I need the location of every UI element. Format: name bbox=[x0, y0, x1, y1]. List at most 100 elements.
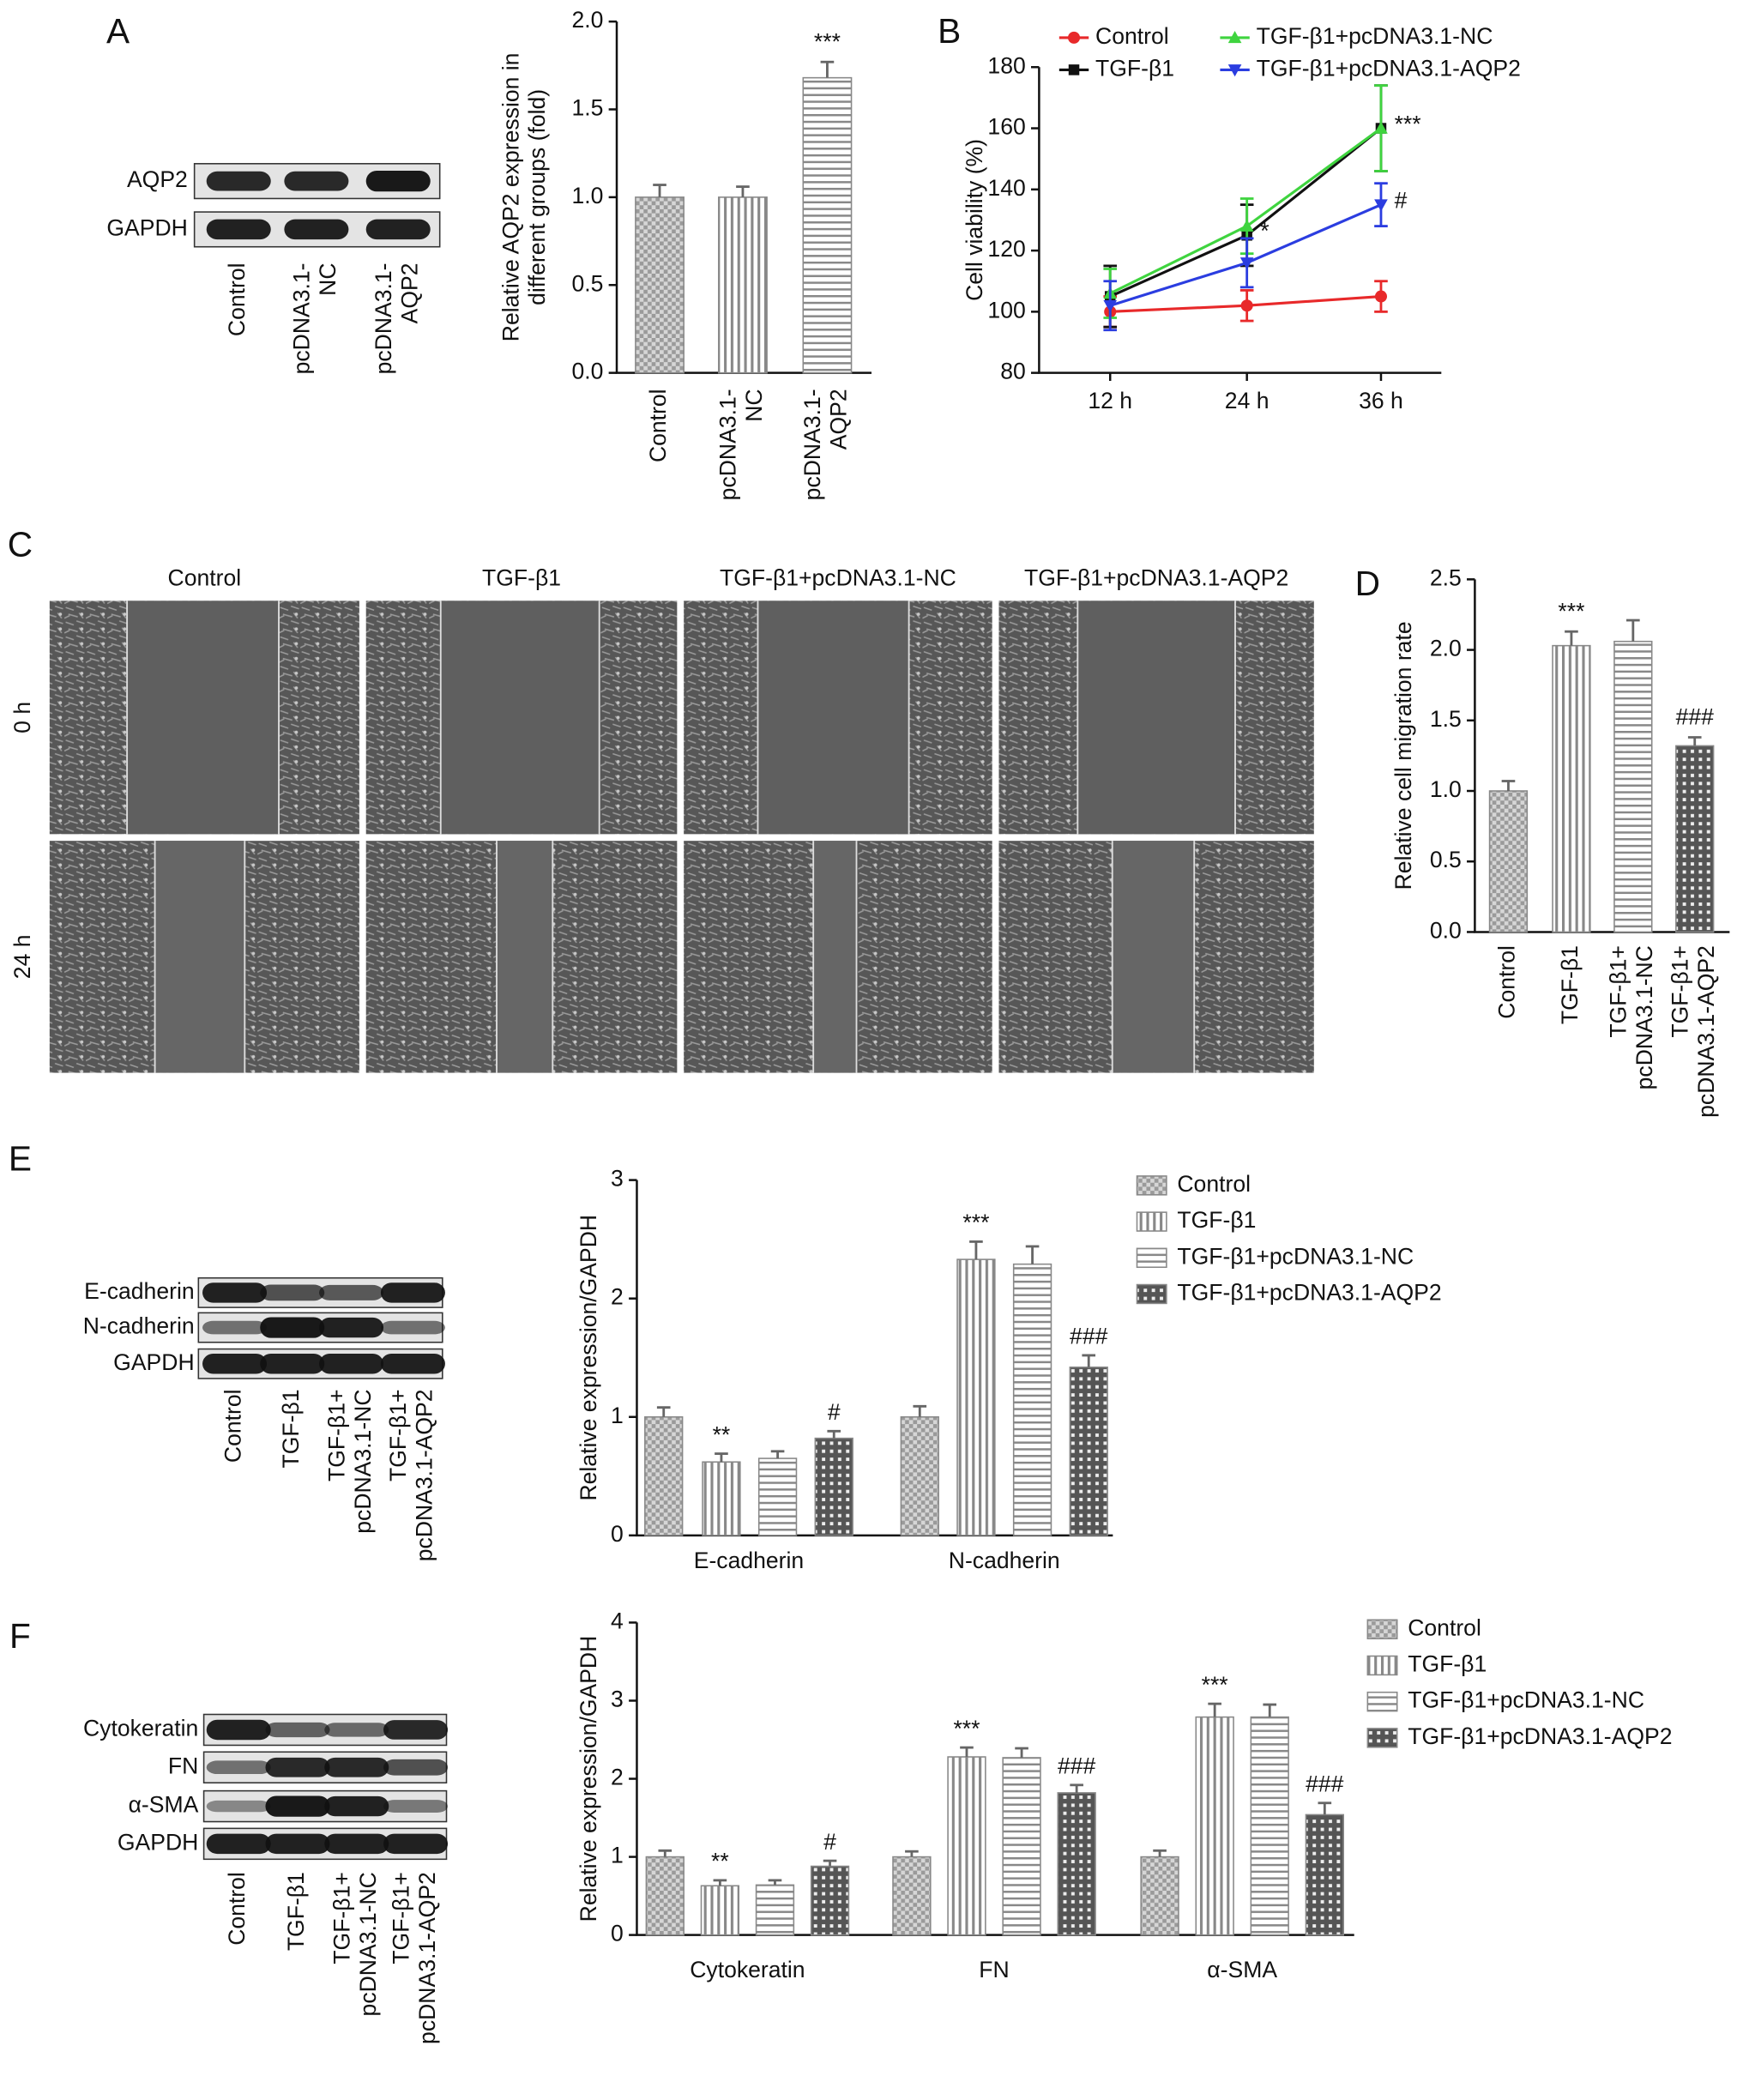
bar bbox=[956, 1258, 996, 1536]
point bbox=[1374, 290, 1388, 303]
error-bar bbox=[1687, 736, 1702, 746]
legend-label: Control bbox=[1408, 1614, 1481, 1640]
error-bar bbox=[768, 1879, 782, 1886]
blot-row-label: Cytokeratin bbox=[83, 1715, 198, 1741]
wound-gap bbox=[497, 841, 553, 1073]
significance-label: *** bbox=[953, 1716, 980, 1741]
bar bbox=[810, 1865, 850, 1936]
y-tick-label: 2 bbox=[611, 1765, 624, 1790]
bar bbox=[947, 1756, 986, 1936]
legend-label: TGF-β1+pcDNA3.1-NC bbox=[1177, 1243, 1414, 1269]
blot-lane-label: Control bbox=[224, 1872, 250, 1946]
error-bar bbox=[913, 1404, 927, 1417]
error-bar bbox=[1082, 1354, 1096, 1367]
blot-lane-label: TGF-β1 bbox=[278, 1389, 304, 1468]
legend-label: TGF-β1 bbox=[1408, 1650, 1487, 1676]
point bbox=[1239, 257, 1254, 270]
bar bbox=[757, 1457, 798, 1536]
error-bar bbox=[823, 1859, 837, 1867]
x-tick-label: Control bbox=[1493, 945, 1519, 1019]
significance-label: *** bbox=[1202, 1672, 1228, 1698]
y-tick-label: 0 bbox=[611, 1521, 624, 1547]
y-tick-label: 2.0 bbox=[571, 7, 603, 33]
legend-label: TGF-β1 bbox=[1177, 1207, 1256, 1233]
blot-lane-label: pcDNA3.1-AQP2 bbox=[371, 262, 423, 374]
panel-letter: B bbox=[938, 11, 961, 51]
y-tick-label: 2 bbox=[611, 1284, 624, 1310]
legend-label: TGF-β1 bbox=[1095, 55, 1174, 81]
line bbox=[1109, 127, 1382, 295]
error-bar bbox=[905, 1850, 919, 1857]
blot-band bbox=[265, 1722, 330, 1738]
wound-gap bbox=[813, 841, 857, 1073]
significance-label: * bbox=[1260, 218, 1269, 244]
blot-band bbox=[206, 219, 271, 240]
legend-label: TGF-β1+pcDNA3.1-AQP2 bbox=[1257, 55, 1521, 81]
blot-band bbox=[206, 1719, 271, 1741]
bar bbox=[1613, 640, 1653, 933]
error-bar bbox=[960, 1746, 974, 1758]
y-axis-label: Cell viability (%) bbox=[962, 139, 987, 301]
blot-row-label: E-cadherin bbox=[84, 1278, 194, 1304]
x-tick-label: 24 h bbox=[1225, 388, 1270, 413]
blot-row-label: GAPDH bbox=[106, 214, 187, 240]
y-tick-label: 3 bbox=[611, 1686, 624, 1711]
x-tick-label: TGF-β1+pcDNA3.1-NC bbox=[1606, 945, 1658, 1089]
legend-label: Control bbox=[1177, 1171, 1251, 1197]
x-tick-label: Cytokeratin bbox=[690, 1957, 805, 1982]
error-bar bbox=[713, 1879, 727, 1886]
x-tick-label: N-cadherin bbox=[949, 1548, 1060, 1573]
error-bar bbox=[827, 1429, 841, 1439]
legend-label: TGF-β1+pcDNA3.1-NC bbox=[1257, 23, 1493, 49]
blot-lane-label: Control bbox=[220, 1389, 246, 1463]
y-tick-label: 180 bbox=[987, 52, 1025, 78]
axis-line bbox=[636, 1622, 1354, 1936]
blot-band bbox=[206, 171, 271, 191]
y-tick-label: 1.0 bbox=[1430, 776, 1462, 802]
y-tick-label: 1.5 bbox=[1430, 706, 1462, 732]
blot-row-label: GAPDH bbox=[113, 1349, 194, 1375]
legend-marker bbox=[1068, 64, 1080, 75]
panels: A B C D E F AQP2 GAPDH Control pcDNA3.1-NC pcDNA3.… bbox=[8, 7, 1730, 2044]
bar bbox=[1195, 1716, 1234, 1936]
x-tick-label: 36 h bbox=[1359, 388, 1403, 413]
error-bar bbox=[715, 1452, 728, 1463]
micrograph-column-title: TGF-β1 bbox=[482, 564, 561, 590]
x-tick-label: TGF-β1 bbox=[1557, 945, 1583, 1024]
bar bbox=[814, 1437, 853, 1536]
error-bar bbox=[1565, 630, 1578, 646]
blot-band bbox=[324, 1795, 389, 1817]
panel-letter: D bbox=[1355, 564, 1380, 603]
error-bar bbox=[1501, 780, 1516, 792]
y-tick-label: 2.0 bbox=[1430, 636, 1462, 661]
bar bbox=[644, 1415, 684, 1536]
bar bbox=[900, 1415, 939, 1536]
error-bar bbox=[820, 60, 835, 78]
blot-band bbox=[365, 219, 431, 240]
legend-swatch bbox=[1136, 1211, 1167, 1232]
legend-marker bbox=[1067, 31, 1081, 44]
panel-letter: C bbox=[8, 525, 33, 564]
bar bbox=[645, 1856, 685, 1936]
blot-band bbox=[380, 1282, 445, 1303]
blot-lane-label: Control bbox=[224, 262, 250, 336]
y-tick-label: 140 bbox=[987, 175, 1025, 201]
panel-letter: F bbox=[9, 1616, 31, 1656]
y-axis-label: Relative expression/GAPDH bbox=[576, 1636, 601, 1922]
significance-label: # bbox=[1395, 188, 1408, 214]
bar bbox=[700, 1885, 740, 1936]
blot-band bbox=[206, 1760, 271, 1775]
bar bbox=[635, 196, 685, 374]
significance-label: ### bbox=[1070, 1324, 1108, 1349]
x-tick-label: TGF-β1+pcDNA3.1-AQP2 bbox=[1667, 945, 1719, 1118]
y-tick-label: 160 bbox=[987, 114, 1025, 140]
blot-row-label: FN bbox=[168, 1753, 198, 1778]
y-tick-label: 2.5 bbox=[1430, 564, 1462, 590]
blot-band bbox=[202, 1282, 268, 1303]
bar bbox=[802, 76, 853, 374]
wound-gap bbox=[757, 600, 909, 835]
blot-band bbox=[319, 1354, 384, 1374]
legend-label: TGF-β1+pcDNA3.1-NC bbox=[1408, 1687, 1644, 1713]
error-bar bbox=[1070, 1783, 1083, 1793]
blot-band bbox=[324, 1757, 389, 1777]
